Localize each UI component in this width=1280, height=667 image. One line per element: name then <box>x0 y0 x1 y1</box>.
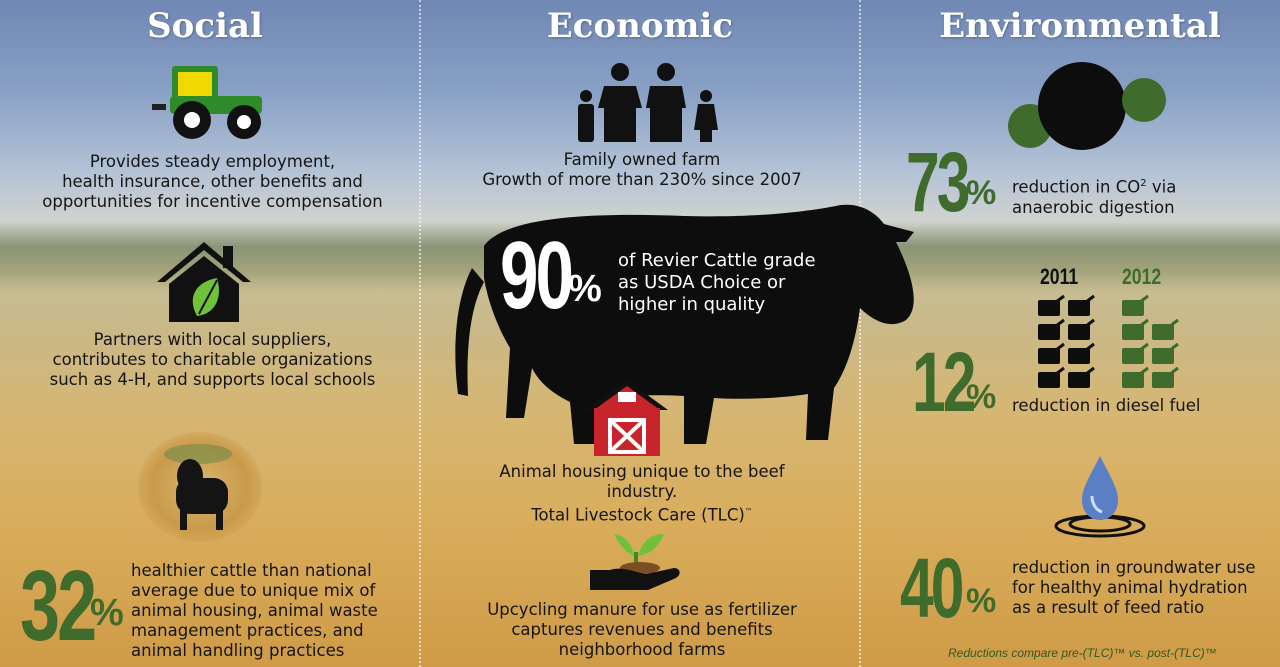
water-drop-icon <box>1054 456 1146 538</box>
house-leaf-icon <box>157 242 251 322</box>
environmental-title: Environmental <box>939 6 1221 46</box>
barn-icon <box>586 380 668 456</box>
cow-photo <box>138 432 262 542</box>
env-diesel-number: 12 <box>912 335 976 429</box>
env-water-number: 40 <box>900 541 964 635</box>
social-stat-text: healthier cattle than national average d… <box>131 561 378 660</box>
fuel-cans-2012-icon <box>1122 294 1179 388</box>
bull-silhouette <box>455 204 914 444</box>
env-co2-number: 73 <box>906 135 970 229</box>
economic-stat-text: of Revier Cattle grade as USDA Choice or… <box>618 250 816 315</box>
fuel-cans-2011-icon <box>1038 294 1095 388</box>
env-water-text: reduction in groundwater use for healthy… <box>1012 558 1256 617</box>
social-stat-unit: % <box>90 592 124 634</box>
economic-upcycling-text: Upcycling manure for use as fertilizer c… <box>487 600 797 659</box>
economic-stat-unit: % <box>568 268 602 310</box>
year-2011-label: 2011 <box>1040 264 1079 289</box>
env-diesel-text: reduction in diesel fuel <box>1012 396 1201 415</box>
year-2012-label: 2012 <box>1122 264 1162 289</box>
economic-stat-number: 90 <box>500 222 574 329</box>
economic-housing-text: Animal housing unique to the beef indust… <box>499 462 785 525</box>
env-diesel-unit: % <box>966 378 997 416</box>
economic-title: Economic <box>546 6 734 46</box>
family-icon <box>578 63 718 142</box>
column-divider <box>859 0 861 667</box>
economic-family-text: Family owned farm Growth of more than 23… <box>482 150 802 189</box>
tractor-icon <box>152 66 262 139</box>
social-partners-text: Partners with local suppliers, contribut… <box>49 330 376 389</box>
reductions-footnote: Reductions compare pre-(TLC)™ vs. post-(… <box>948 646 1217 660</box>
env-co2-text: reduction in CO2 via anaerobic digestion <box>1012 177 1177 217</box>
social-stat-number: 32 <box>20 550 97 662</box>
env-co2-unit: % <box>966 174 997 212</box>
co2-bubbles-icon <box>1008 62 1166 150</box>
env-water-unit: % <box>966 582 997 620</box>
social-title: Social <box>147 6 263 46</box>
social-employment-text: Provides steady employment, health insur… <box>42 152 383 211</box>
hand-sprout-icon <box>590 534 680 590</box>
column-divider <box>419 0 421 667</box>
